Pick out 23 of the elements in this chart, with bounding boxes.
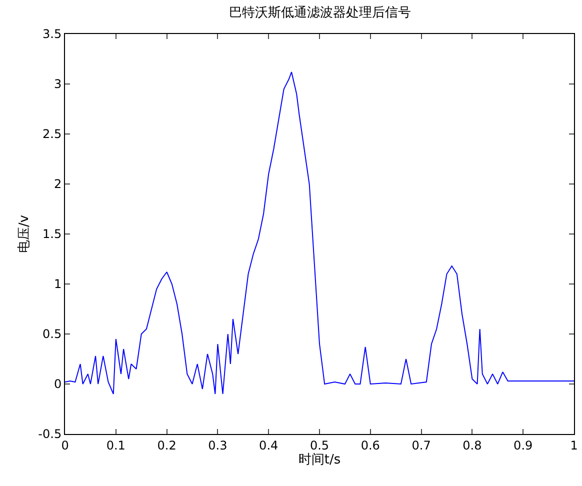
x-tick-label: 0.6 (360, 438, 380, 452)
x-tick-label: 0.4 (259, 438, 278, 452)
x-tick-label: 0.1 (106, 438, 126, 452)
x-tick-label: 0.2 (157, 438, 176, 452)
y-tick-label: 3.5 (42, 27, 62, 42)
y-tick-label: 3 (54, 77, 62, 92)
y-tick-label: 1.5 (42, 227, 62, 242)
y-tick-label: 2.5 (42, 127, 62, 142)
y-tick-label: 0.5 (42, 327, 62, 342)
y-tick-label: -0.5 (38, 427, 62, 442)
chart-title: 巴特沃斯低通滤波器处理后信号 (229, 5, 412, 20)
x-tick-label: 0.7 (412, 438, 431, 452)
x-tick-label: 0.8 (462, 438, 482, 452)
y-tick-label: 0 (54, 377, 62, 392)
line-series (65, 72, 574, 394)
x-axis-title: 时间t/s (298, 452, 341, 468)
y-axis-title: 电压/v (17, 214, 32, 254)
x-tick-label: 0.9 (514, 438, 533, 452)
x-tick-label: 1 (570, 438, 578, 452)
x-tick-label: 0.3 (208, 438, 228, 452)
x-tick-label: 0.5 (310, 438, 330, 452)
y-tick-label: 1 (54, 277, 62, 292)
y-tick-label: 2 (54, 177, 62, 192)
